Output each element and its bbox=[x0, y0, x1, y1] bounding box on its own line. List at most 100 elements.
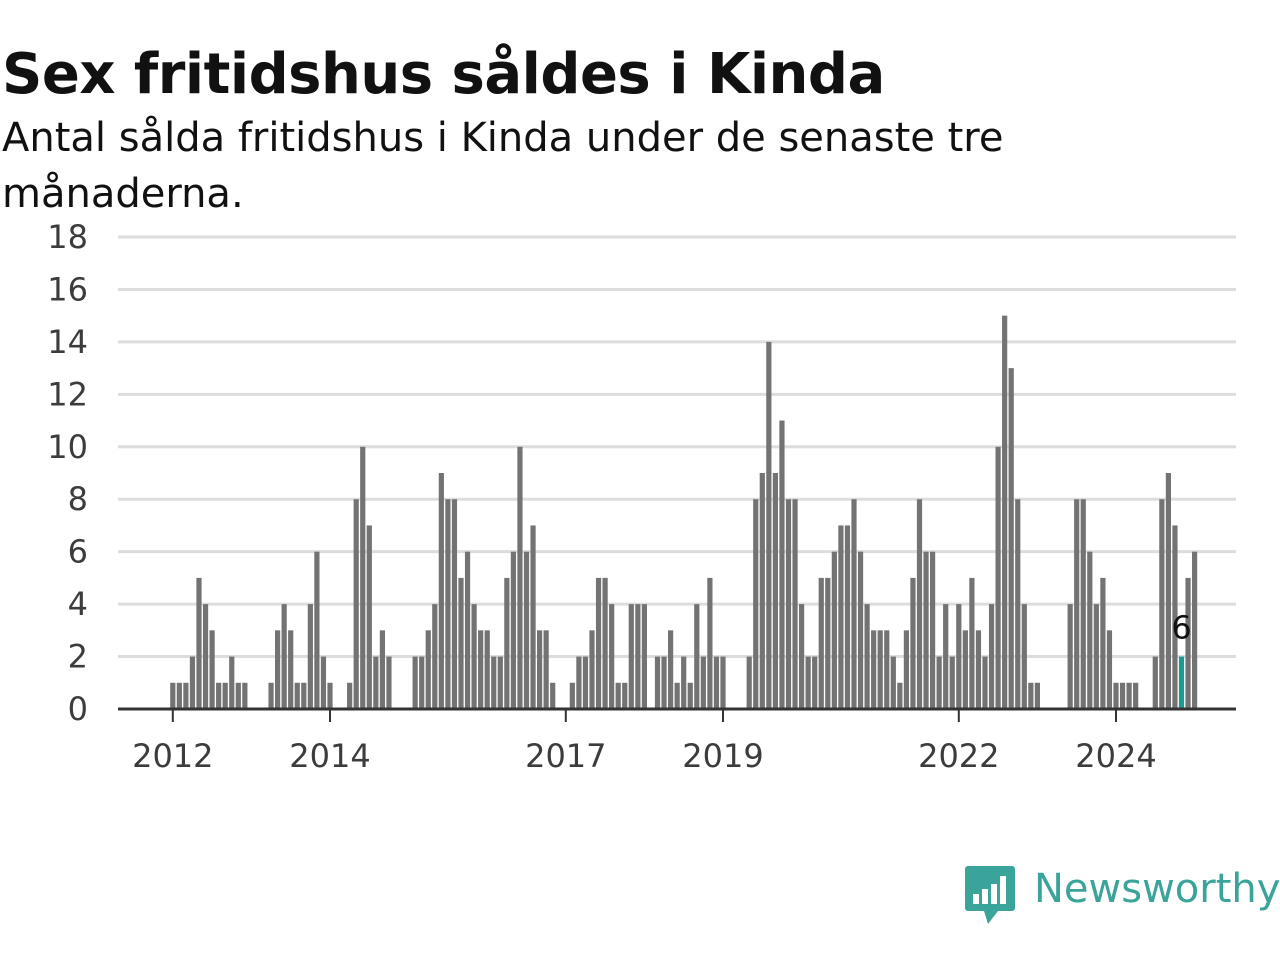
bar bbox=[700, 656, 706, 709]
bar bbox=[235, 682, 241, 709]
y-tick-label: 0 bbox=[68, 690, 88, 728]
y-tick-label: 4 bbox=[68, 585, 88, 623]
bar bbox=[550, 682, 556, 709]
bar bbox=[595, 577, 602, 709]
bar bbox=[975, 630, 982, 709]
bar bbox=[969, 577, 975, 709]
bar bbox=[275, 630, 281, 709]
brand-name: Newsworthy bbox=[1034, 866, 1280, 912]
bar bbox=[759, 473, 765, 709]
bar bbox=[432, 604, 438, 709]
x-tick-label: 2022 bbox=[918, 737, 999, 775]
bar bbox=[681, 656, 687, 709]
bar bbox=[1106, 630, 1113, 709]
bar bbox=[1002, 315, 1008, 709]
bar bbox=[1172, 525, 1178, 709]
bar bbox=[956, 604, 962, 709]
bar bbox=[419, 656, 425, 709]
bar bbox=[1159, 499, 1165, 709]
bar bbox=[196, 577, 202, 709]
bar bbox=[543, 630, 549, 709]
bar bbox=[1152, 656, 1158, 709]
bar bbox=[294, 682, 300, 709]
bar bbox=[216, 682, 222, 709]
bar bbox=[609, 604, 615, 709]
bar bbox=[805, 656, 811, 709]
bar bbox=[988, 604, 995, 709]
chart-subtitle: Antal sålda fritidshus i Kinda under de … bbox=[2, 115, 1004, 217]
bar bbox=[694, 604, 700, 709]
x-axis-labels: 2012 2014 2017 2019 2022 2024 bbox=[132, 737, 1157, 775]
bars bbox=[170, 315, 1198, 709]
bar bbox=[320, 656, 327, 709]
bar bbox=[897, 682, 903, 709]
bar bbox=[569, 682, 575, 709]
y-tick-label: 6 bbox=[68, 533, 88, 571]
bar bbox=[713, 656, 720, 709]
bar bbox=[707, 577, 713, 709]
x-tick-label: 2017 bbox=[525, 737, 606, 775]
chart-title: Sex fritidshus såldes i Kinda bbox=[2, 42, 885, 107]
bar bbox=[589, 630, 595, 709]
bar bbox=[1185, 577, 1191, 709]
bar bbox=[982, 656, 988, 709]
bar bbox=[458, 577, 464, 709]
bar bbox=[1080, 499, 1086, 709]
bar bbox=[301, 682, 307, 709]
bar bbox=[530, 525, 536, 709]
bar bbox=[484, 630, 490, 709]
bar bbox=[537, 630, 543, 709]
bar bbox=[864, 604, 870, 709]
bar bbox=[464, 551, 471, 709]
y-tick-label: 8 bbox=[68, 480, 88, 518]
bar bbox=[1113, 682, 1119, 709]
bar bbox=[209, 630, 215, 709]
y-tick-label: 2 bbox=[68, 638, 88, 676]
bar-highlight bbox=[1178, 656, 1185, 709]
bar bbox=[995, 446, 1001, 709]
y-tick-label: 18 bbox=[47, 218, 88, 256]
y-tick-label: 10 bbox=[47, 428, 88, 466]
bar bbox=[903, 630, 909, 709]
bar bbox=[844, 525, 851, 709]
bar bbox=[949, 656, 955, 709]
bar bbox=[1008, 368, 1014, 709]
bar bbox=[576, 656, 582, 709]
bar bbox=[884, 630, 890, 709]
bar bbox=[779, 420, 785, 709]
bar bbox=[360, 446, 366, 709]
bar bbox=[242, 682, 248, 709]
bar bbox=[851, 499, 857, 709]
bar bbox=[871, 630, 877, 709]
bar bbox=[641, 604, 647, 709]
bar bbox=[746, 656, 752, 709]
bar bbox=[268, 682, 274, 709]
bar bbox=[799, 604, 805, 709]
bar bbox=[818, 577, 824, 709]
y-tick-label: 14 bbox=[47, 323, 88, 361]
bar bbox=[327, 682, 333, 709]
bar bbox=[1119, 682, 1126, 709]
bar bbox=[838, 525, 844, 709]
bar bbox=[674, 682, 680, 709]
bar bbox=[877, 630, 883, 709]
bar bbox=[497, 656, 503, 709]
bar bbox=[1100, 577, 1106, 709]
bar bbox=[1087, 551, 1093, 709]
bar bbox=[831, 551, 837, 709]
bar bbox=[766, 341, 772, 709]
bar bbox=[471, 604, 477, 709]
bar bbox=[202, 604, 209, 709]
bar bbox=[602, 577, 608, 709]
annotations: 6 bbox=[1171, 609, 1191, 647]
y-tick-label: 16 bbox=[47, 270, 88, 308]
bar bbox=[445, 499, 451, 709]
bar bbox=[622, 682, 628, 709]
bar bbox=[523, 551, 530, 709]
x-tick-label: 2024 bbox=[1075, 737, 1156, 775]
bar bbox=[373, 656, 379, 709]
bar bbox=[785, 499, 792, 709]
newsworthy-logo-icon bbox=[965, 866, 1015, 924]
bar bbox=[1067, 604, 1073, 709]
